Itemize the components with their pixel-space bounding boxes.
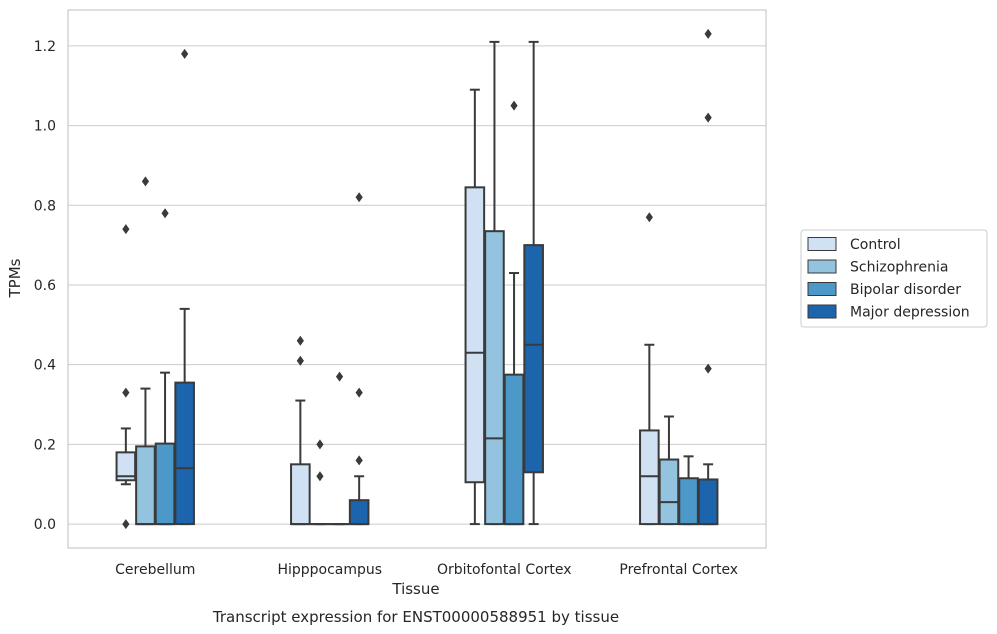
outlier-point — [316, 439, 324, 450]
box-body — [523, 244, 544, 474]
outlier-point — [704, 363, 712, 374]
outlier-point — [704, 28, 712, 39]
box-major-depression — [348, 192, 370, 526]
outlier-point — [296, 335, 304, 346]
box-body — [135, 445, 156, 526]
box-control — [115, 224, 137, 530]
legend-swatch — [807, 282, 837, 296]
outlier-point — [316, 471, 324, 482]
y-tick-label: 0.8 — [34, 198, 56, 214]
outlier-point — [181, 48, 189, 59]
outlier-point — [296, 355, 304, 366]
legend-frame — [800, 229, 988, 328]
outlier-point — [704, 112, 712, 123]
x-axis-label: Tissue — [391, 580, 439, 598]
box-body — [174, 381, 195, 526]
y-tick-label: 1.0 — [34, 119, 56, 135]
outlier-point — [141, 176, 150, 187]
y-tick-label: 0.4 — [34, 358, 56, 374]
legend-entry: Schizophrenia — [850, 260, 948, 276]
legend-swatch — [807, 304, 837, 319]
outlier-point — [122, 387, 130, 398]
outlier-point — [122, 224, 130, 235]
box-body — [348, 499, 370, 526]
y-tick-label: 0.6 — [34, 278, 56, 294]
outlier-point — [645, 212, 653, 223]
box-bipolar-disorder — [154, 208, 176, 526]
box-body — [290, 463, 311, 526]
box-major-depression — [174, 48, 195, 526]
legend-entry: Bipolar disorder — [850, 282, 961, 298]
x-tick-label: Orbitofontal Cortex — [437, 562, 572, 578]
outlier-point — [161, 208, 169, 219]
box-control — [639, 212, 660, 526]
box-schizophrenia — [658, 415, 680, 526]
x-tick-label: Hipppocampus — [277, 562, 382, 578]
x-axis-ticks: Cerebellum Hipppocampus Orbitofontal Corte… — [115, 562, 738, 578]
y-tick-label: 1.2 — [34, 39, 56, 55]
figure-caption: Transcript expression for ENST0000058895… — [212, 608, 619, 626]
legend-entry: Major depression — [850, 305, 970, 321]
y-tick-label: 0.0 — [34, 517, 56, 533]
x-tick-label: Prefrontal Cortex — [619, 562, 738, 578]
y-tick-label: 0.2 — [34, 437, 56, 453]
outlier-point — [510, 100, 518, 111]
box-major-depression — [523, 40, 544, 526]
box-body — [154, 442, 176, 526]
box-body — [464, 186, 486, 484]
box-body — [484, 230, 505, 526]
outlier-point — [355, 192, 363, 203]
box-plot-boxes — [115, 28, 719, 530]
box-body — [678, 477, 699, 526]
x-tick-label: Cerebellum — [115, 562, 195, 578]
box-control — [290, 335, 311, 526]
box-body — [658, 458, 680, 526]
legend: Control Schizophrenia Bipolar disorder Majo… — [800, 229, 988, 328]
box-body — [697, 478, 719, 526]
plot-frame — [67, 9, 767, 549]
outlier-point — [335, 371, 344, 382]
outlier-point — [355, 387, 363, 398]
y-axis-label: TPMs — [6, 258, 24, 298]
legend-swatch — [807, 259, 837, 274]
box-major-depression — [697, 28, 719, 526]
box-control — [464, 88, 486, 526]
box-body — [503, 373, 525, 526]
legend-swatch — [807, 237, 837, 251]
outlier-point — [122, 519, 130, 530]
y-axis-ticks: 0.0 0.2 0.4 0.6 0.8 1.0 1.2 — [34, 39, 56, 533]
box-schizophrenia — [135, 176, 156, 526]
outlier-point — [355, 455, 363, 466]
legend-entry: Control — [850, 237, 901, 253]
